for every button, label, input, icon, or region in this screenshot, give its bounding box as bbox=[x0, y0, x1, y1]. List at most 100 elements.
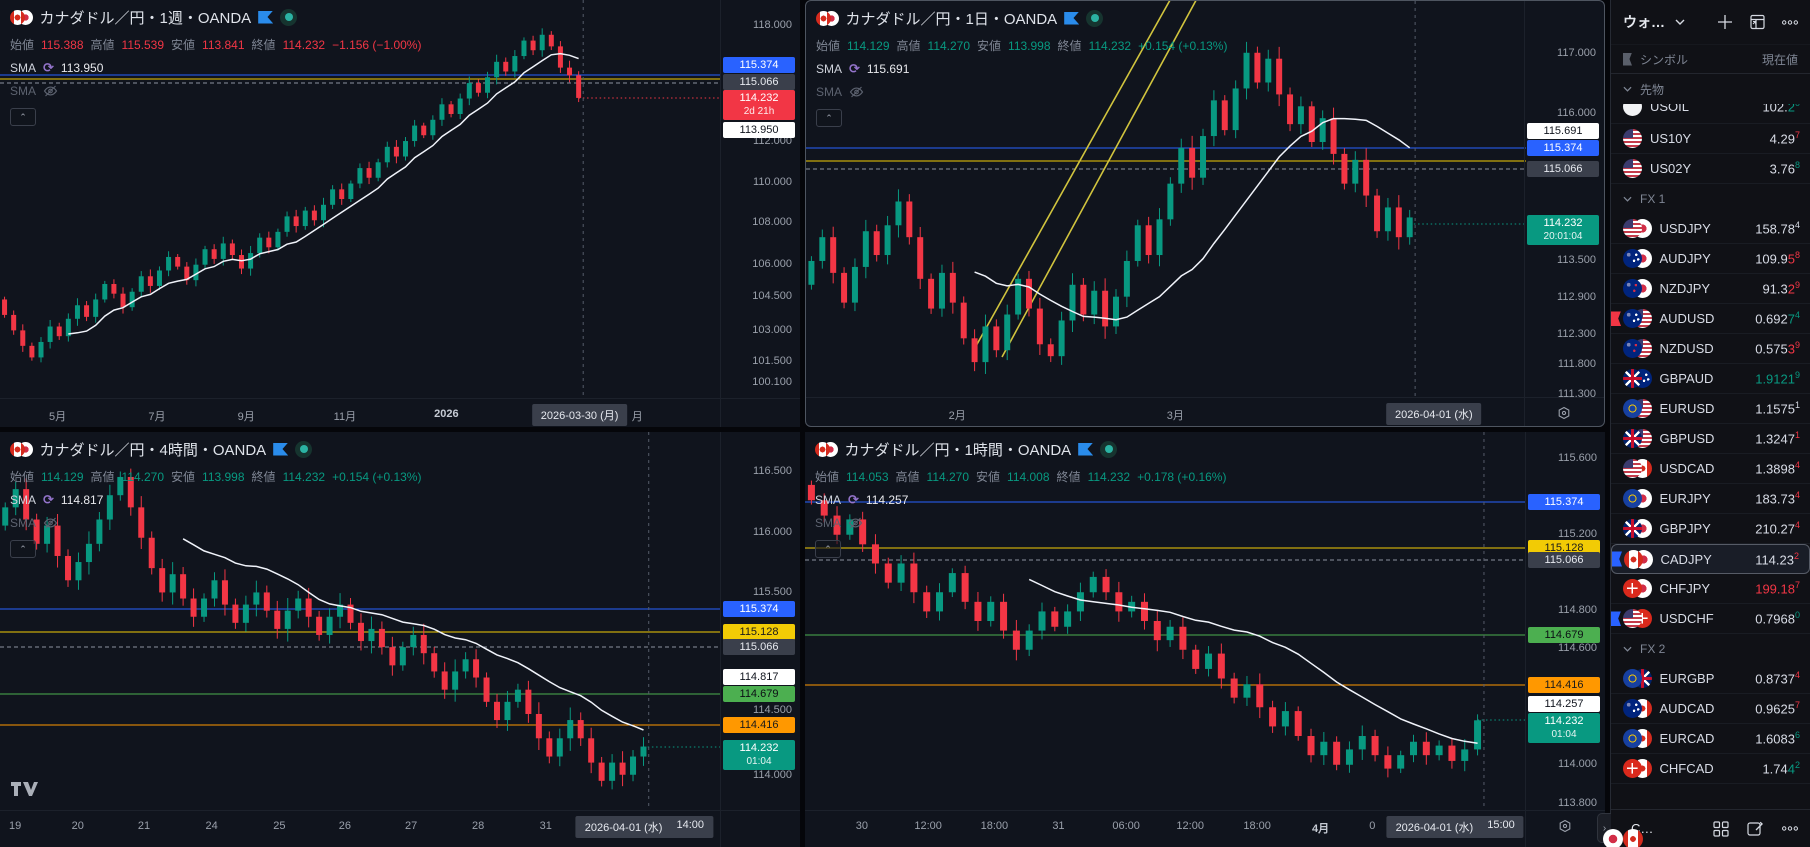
flag-us bbox=[1623, 159, 1642, 178]
candlestick-plot-h4[interactable] bbox=[0, 432, 720, 810]
price-part: 0.692 bbox=[1755, 311, 1788, 327]
sma-legend-row[interactable]: SMA ⟳ 114.257 bbox=[815, 492, 1226, 508]
symbol-column-label[interactable]: シンボル bbox=[1640, 52, 1689, 67]
watchlist-row-usdchf[interactable]: USDCHF 0.79680 bbox=[1611, 604, 1810, 634]
blue-flag-icon[interactable] bbox=[258, 10, 274, 24]
symbol-name: USDCAD bbox=[1659, 461, 1715, 476]
collapse-indicators-button[interactable]: ⌃ bbox=[10, 540, 36, 558]
section-header-先物[interactable]: 先物 bbox=[1611, 74, 1810, 104]
section-header-FX2[interactable]: FX 2 bbox=[1611, 634, 1810, 664]
time-tick: 7月 bbox=[148, 411, 166, 423]
sma2-legend-row[interactable]: SMA bbox=[816, 84, 1227, 100]
value-column-label[interactable]: 現在値 bbox=[1761, 52, 1798, 67]
eye-off-icon[interactable] bbox=[43, 517, 58, 529]
watchlist-row-audcad[interactable]: AUDCAD 0.96257 bbox=[1611, 694, 1810, 724]
watchlist-row-nzdjpy[interactable]: NZDJPY 91.329 bbox=[1611, 274, 1810, 304]
sma2-legend-row[interactable]: SMA bbox=[10, 515, 421, 531]
sma-value: 114.817 bbox=[60, 493, 104, 507]
chart-title[interactable]: カナダドル／円・1週・OANDA bbox=[39, 9, 252, 27]
sma2-legend-row[interactable]: SMA bbox=[10, 83, 421, 99]
price-axis-h4[interactable]: 116.500 116.000 115.500 114.500 114.000 115.3… bbox=[720, 432, 800, 847]
collapse-indicators-button[interactable]: ⌃ bbox=[10, 108, 36, 126]
time-axis-h4[interactable]: 19 20 21 24 25 26 27 28 31 2026-04-01 (水) 14:00 bbox=[0, 810, 800, 847]
blue-flag-icon[interactable] bbox=[1064, 11, 1080, 25]
chart-pane-weekly[interactable]: 118.000 112.000 110.000 108.000 106.000 104.5… bbox=[0, 0, 800, 427]
blue-flag-icon[interactable] bbox=[1078, 442, 1094, 456]
sma-legend-row[interactable]: SMA ⟳ 113.950 bbox=[10, 60, 421, 76]
time-axis-daily[interactable]: 2月 3月 2026-04-01 (水) bbox=[806, 397, 1604, 426]
watchlist-row-us10y[interactable]: US10Y 4.297 bbox=[1611, 124, 1810, 154]
collapse-indicators-button[interactable]: ⌃ bbox=[816, 109, 842, 127]
watchlist-row-audusd[interactable]: AUDUSD 0.69274 bbox=[1611, 304, 1810, 334]
sma-legend-row[interactable]: SMA ⟳ 114.817 bbox=[10, 492, 421, 508]
price-axis-daily[interactable]: 117.000 116.000 113.500 112.900 112.300 111.8… bbox=[1524, 1, 1604, 426]
watchlist-title[interactable]: ウォ… bbox=[1623, 14, 1665, 30]
timezone-settings-icon[interactable] bbox=[1557, 819, 1573, 833]
time-axis-weekly[interactable]: 5月 7月 9月 11月 2026 月 2026-03-30 (月) bbox=[0, 398, 800, 427]
chart-pane-h4[interactable]: 116.500 116.000 115.500 114.500 114.000 115.3… bbox=[0, 432, 800, 847]
market-status-icon[interactable] bbox=[1086, 9, 1104, 27]
eye-off-icon[interactable] bbox=[848, 517, 863, 529]
flagged-marker-icon[interactable] bbox=[1611, 611, 1621, 626]
sma-label: SMA bbox=[10, 61, 37, 75]
watchlist-row-usoil[interactable]: USOIL 102.20 bbox=[1611, 104, 1810, 124]
chart-pane-daily[interactable]: 117.000 116.000 113.500 112.900 112.300 111.8… bbox=[805, 0, 1605, 427]
candlestick-plot-weekly[interactable] bbox=[0, 0, 720, 398]
eye-off-icon[interactable] bbox=[43, 85, 58, 97]
watchlist-row-usdcad[interactable]: USDCAD 1.38984 bbox=[1611, 454, 1810, 484]
symbol-name: USOIL bbox=[1650, 104, 1690, 114]
price-axis-weekly[interactable]: 118.000 112.000 110.000 108.000 106.000 104.5… bbox=[720, 0, 800, 427]
chart-pane-h1[interactable]: 115.600115.200115.000114.800114.600114.0… bbox=[805, 432, 1605, 847]
blue-flag-icon[interactable] bbox=[273, 442, 289, 456]
watchlist-row-gbpusd[interactable]: GBPUSD 1.32471 bbox=[1611, 424, 1810, 454]
market-status-icon[interactable] bbox=[280, 8, 298, 26]
candlestick-plot-h1[interactable] bbox=[805, 432, 1525, 810]
watchlist-row-eurcad[interactable]: EURCAD 1.60836 bbox=[1611, 724, 1810, 754]
watchlist-row-audjpy[interactable]: AUDJPY 109.958 bbox=[1611, 244, 1810, 274]
crosshair-date: 2026-04-01 (水) bbox=[1395, 822, 1474, 834]
grid-view-button[interactable] bbox=[1749, 14, 1766, 30]
watchlist-row-eurgbp[interactable]: EURGBP 0.87374 bbox=[1611, 664, 1810, 694]
price-axis-h1[interactable]: 115.600115.200115.000114.800114.600114.0… bbox=[1525, 432, 1605, 847]
collapse-indicators-button[interactable]: ⌃ bbox=[815, 540, 841, 558]
chevron-down-icon[interactable] bbox=[1675, 19, 1685, 25]
flagged-marker-icon[interactable] bbox=[1612, 551, 1622, 567]
market-status-icon[interactable] bbox=[295, 440, 313, 458]
candlestick-plot-daily[interactable] bbox=[806, 1, 1526, 399]
more-options-button[interactable] bbox=[1782, 19, 1798, 25]
flag-oil bbox=[1623, 104, 1642, 116]
section-header-FX1[interactable]: FX 1 bbox=[1611, 184, 1810, 214]
eye-off-icon[interactable] bbox=[849, 86, 864, 98]
watchlist-row-chfcad[interactable]: CHFCAD 1.7442 bbox=[1611, 754, 1810, 784]
layout-grid-icon[interactable] bbox=[1713, 820, 1729, 837]
flagged-marker-icon[interactable] bbox=[1611, 311, 1621, 326]
sma-legend-row[interactable]: SMA ⟳ 115.691 bbox=[816, 61, 1227, 77]
ohlc-legend: 始値 114.129 高値 114.270 安値 113.998 終値 114.232 +0.1… bbox=[10, 468, 421, 485]
market-status-icon[interactable] bbox=[1100, 440, 1118, 458]
tradingview-logo[interactable] bbox=[10, 780, 40, 798]
watchlist-row-usdjpy[interactable]: USDJPY 158.784 bbox=[1611, 214, 1810, 244]
more-options-icon[interactable] bbox=[1782, 826, 1798, 831]
crosshair-time: 14:00 bbox=[676, 819, 704, 831]
edit-compose-icon[interactable] bbox=[1747, 821, 1764, 837]
watchlist-row-gbpaud[interactable]: GBPAUD 1.91219 bbox=[1611, 364, 1810, 394]
chart-title[interactable]: カナダドル／円・1日・OANDA bbox=[845, 10, 1058, 28]
chart-title[interactable]: カナダドル／円・1時間・OANDA bbox=[844, 441, 1072, 459]
sma2-legend-row[interactable]: SMA bbox=[815, 515, 1226, 531]
chart-title[interactable]: カナダドル／円・4時間・OANDA bbox=[39, 441, 267, 459]
chip-price: 113.950 bbox=[739, 124, 779, 136]
watchlist-row-eurjpy[interactable]: EURJPY 183.734 bbox=[1611, 484, 1810, 514]
price-tick: 112.900 bbox=[1557, 291, 1596, 303]
watchlist-row-eurusd[interactable]: EURUSD 1.15751 bbox=[1611, 394, 1810, 424]
watchlist-row-us02y[interactable]: US02Y 3.768 bbox=[1611, 154, 1810, 184]
watchlist-row-chfjpy[interactable]: CHFJPY 199.187 bbox=[1611, 574, 1810, 604]
watchlist-row-cadjpy[interactable]: CADJPY 114.232 bbox=[1611, 544, 1810, 574]
time-axis-h1[interactable]: 30 12:00 18:00 31 06:00 12:00 18:00 4月 0 2026-04-… bbox=[805, 810, 1605, 847]
symbol-flag-icon bbox=[816, 10, 839, 26]
timezone-settings-icon[interactable] bbox=[1556, 406, 1572, 420]
flag-column-icon bbox=[1623, 52, 1632, 66]
watchlist-row-gbpjpy[interactable]: GBPJPY 210.274 bbox=[1611, 514, 1810, 544]
price-tick: 112.000 bbox=[753, 135, 792, 147]
watchlist-row-nzdusd[interactable]: NZDUSD 0.57539 bbox=[1611, 334, 1810, 364]
add-symbol-button[interactable] bbox=[1717, 14, 1733, 30]
